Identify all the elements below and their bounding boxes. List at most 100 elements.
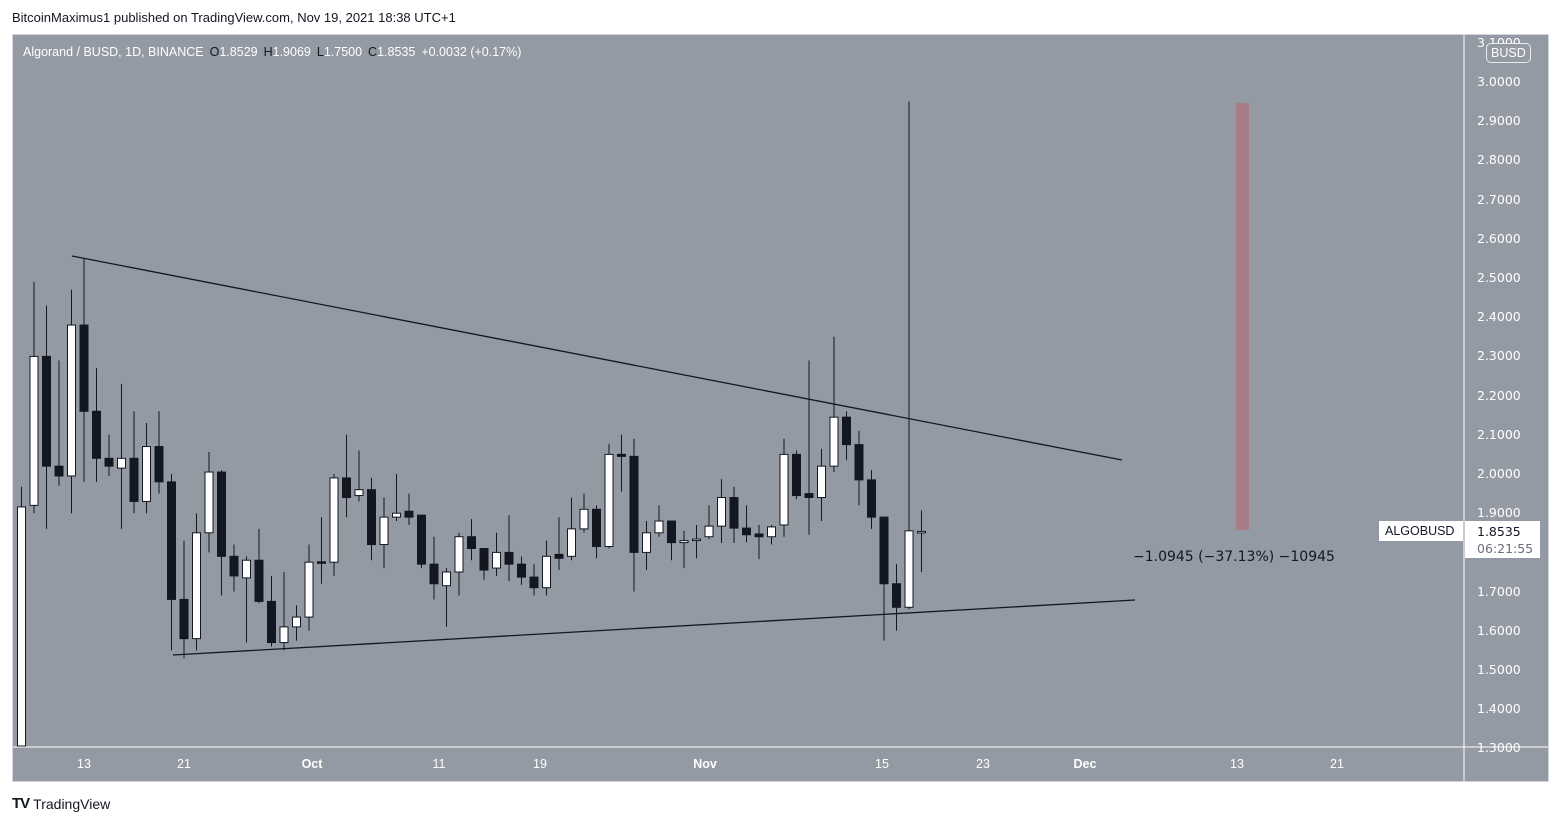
price-tick: 2.6000: [1477, 230, 1521, 246]
candle: [154, 446, 164, 483]
candle: [442, 571, 451, 587]
candle: [792, 453, 801, 497]
candle: [42, 355, 51, 467]
bar-countdown: 06:21:55: [1477, 541, 1534, 556]
price-tick: 3.0000: [1477, 74, 1521, 89]
time-tick: 19: [533, 757, 547, 771]
candle: [704, 525, 714, 538]
candle: [417, 514, 426, 565]
last-price-label: 1.8535 06:21:55: [1465, 521, 1540, 558]
currency-badge[interactable]: BUSD: [1486, 43, 1531, 63]
time-tick: 21: [1330, 757, 1344, 771]
candle: [829, 416, 839, 467]
candle: [404, 510, 414, 518]
candle: [204, 471, 214, 534]
time-tick: 11: [432, 757, 446, 771]
time-tick: Nov: [693, 757, 717, 771]
price-tick: 2.8000: [1477, 152, 1521, 168]
time-tick: Oct: [301, 757, 323, 771]
candle: [754, 533, 764, 538]
price-tick: 1.5000: [1477, 662, 1521, 677]
candle: [429, 563, 439, 585]
legend-open: 1.8529: [219, 45, 258, 59]
brand-name: TradingView: [33, 795, 111, 812]
tradingview-brand[interactable]: TV TradingView: [12, 795, 110, 812]
candle: [104, 457, 114, 467]
price-tick: 2.5000: [1477, 270, 1521, 285]
candle: [479, 547, 489, 571]
candle: [629, 455, 639, 553]
candle: [142, 446, 151, 502]
candle: [79, 324, 89, 412]
candle: [117, 457, 126, 469]
candle: [454, 536, 464, 573]
candle: [292, 616, 301, 628]
candle: [467, 536, 476, 549]
time-tick: 13: [77, 757, 91, 771]
candle: [842, 416, 851, 446]
candle: [542, 555, 551, 589]
candle: [304, 561, 314, 618]
candle: [567, 528, 576, 557]
candle: [92, 410, 101, 459]
candle: [767, 526, 776, 538]
candle: [267, 600, 276, 644]
price-tick: 2.4000: [1477, 309, 1521, 325]
candle: [529, 576, 539, 589]
price-tick: 2.2000: [1477, 387, 1521, 403]
candle: [217, 471, 226, 557]
legend-symbol: Algorand / BUSD, 1D, BINANCE: [23, 45, 204, 59]
candle: [29, 355, 39, 506]
candle: [54, 465, 64, 477]
candle: [917, 530, 926, 534]
candle: [729, 497, 739, 529]
price-tick: 2.7000: [1477, 191, 1521, 207]
candle: [229, 555, 239, 577]
candle: [279, 626, 289, 644]
candle: [517, 563, 526, 578]
candle: [692, 538, 701, 542]
price-tick: 2.1000: [1477, 426, 1521, 442]
candle: [17, 506, 26, 747]
time-tick: 13: [1230, 757, 1244, 771]
resistance-trendline[interactable]: [71, 255, 1123, 461]
symbol-legend: Algorand / BUSD, 1D, BINANCE O1.8529 H1.90…: [23, 45, 522, 59]
time-tick: 23: [976, 757, 990, 771]
price-tick: 2.9000: [1477, 113, 1521, 129]
legend-low: 1.7500: [323, 45, 363, 59]
time-tick: Dec: [1073, 757, 1097, 771]
candles: [17, 101, 926, 747]
candle: [242, 559, 251, 579]
candle: [329, 477, 339, 563]
axis-dividers: [13, 35, 1548, 781]
candle: [854, 444, 864, 481]
legend-close: 1.8535: [377, 45, 416, 59]
candle: [654, 520, 664, 534]
candle: [342, 477, 351, 499]
candle: [892, 583, 901, 608]
candle: [804, 493, 814, 499]
time-tick: 21: [177, 757, 191, 771]
last-price-value: 1.8535: [1477, 524, 1521, 539]
candle: [379, 516, 389, 546]
measure-range-bar[interactable]: [1236, 103, 1249, 530]
candle: [679, 540, 689, 544]
time-tick: 15: [875, 757, 889, 771]
candle: [492, 551, 501, 569]
candle: [592, 508, 601, 548]
price-tick: 1.4000: [1477, 701, 1521, 717]
legend-high: 1.9069: [272, 45, 311, 59]
candle: [317, 561, 326, 564]
price-tick: 1.3000: [1477, 740, 1521, 756]
support-trendline[interactable]: [172, 599, 1136, 656]
candle: [779, 453, 789, 526]
publisher-line: BitcoinMaximus1 published on TradingView…: [12, 10, 456, 25]
candle: [717, 497, 726, 527]
chart-pane[interactable]: [12, 34, 1549, 782]
candle: [129, 457, 139, 502]
candle: [367, 489, 376, 546]
candle: [354, 489, 364, 497]
candle: [904, 530, 914, 608]
candle: [254, 559, 264, 602]
